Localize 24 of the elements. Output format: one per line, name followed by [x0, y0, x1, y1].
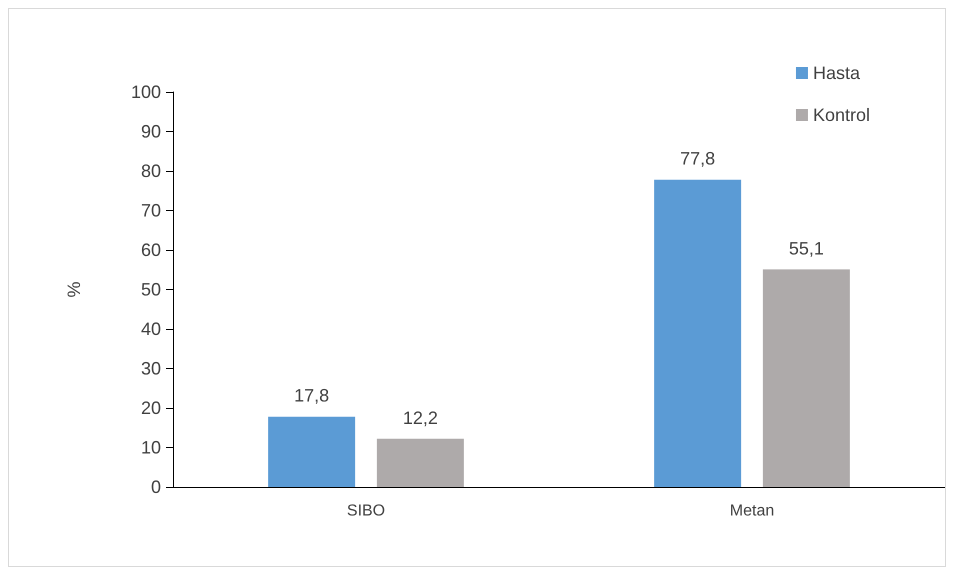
y-axis-title: %: [64, 281, 84, 298]
legend-label: Hasta: [812, 63, 861, 83]
bar: [762, 269, 850, 487]
bar: [376, 438, 464, 487]
data-label: 12,2: [402, 408, 438, 428]
y-tick-label: 40: [140, 319, 161, 339]
data-label: 77,8: [680, 148, 716, 169]
y-tick-label: 100: [130, 82, 161, 102]
y-tick-label: 70: [140, 200, 161, 220]
bar: [654, 180, 742, 487]
y-tick-label: 20: [140, 398, 161, 418]
y-tick-label: 10: [140, 438, 161, 458]
y-tick-label: 90: [140, 122, 161, 142]
bar: [268, 416, 356, 487]
y-tick-label: 30: [140, 358, 161, 378]
x-tick-label: SIBO: [346, 502, 386, 520]
legend-label: Kontrol: [812, 105, 870, 125]
y-tick-label: 80: [140, 161, 161, 181]
y-tick-label: 60: [140, 240, 161, 260]
data-label: 17,8: [294, 386, 330, 406]
data-label: 55,1: [788, 238, 824, 258]
x-tick-label: Metan: [730, 502, 774, 520]
y-tick-label: 50: [140, 280, 161, 300]
y-tick-label: 0: [150, 477, 161, 497]
